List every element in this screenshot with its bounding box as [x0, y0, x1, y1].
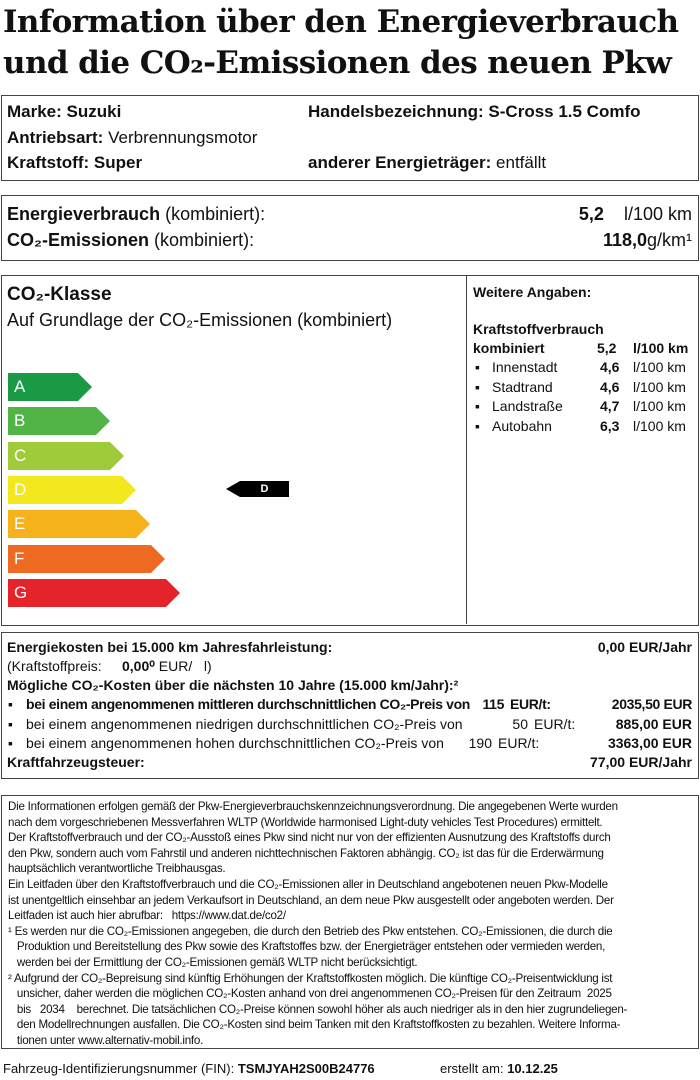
footnote-line: ist unentgeltlich einsehbar an jedem Ver… [8, 893, 614, 907]
bullet-icon: ▪ [8, 696, 13, 712]
fuel-price: 0,00⁰ [122, 658, 155, 674]
footnote-line: Die Informationen erfolgen gemäß der Pkw… [8, 800, 618, 813]
class-bar-c: C [8, 441, 124, 470]
co2-class-box: CO₂-Klasse Auf Grundlage der CO₂-Emissio… [1, 275, 699, 626]
co2-cost-scenario: ▪ bei einem angenommenen mittleren durchs… [8, 696, 692, 712]
co2-cost-scenario: ▪ bei einem angenommenen hohen durchschni… [8, 735, 692, 751]
energy-value: 5,2 [578, 204, 604, 224]
bullet-icon: ▪ [8, 715, 13, 732]
footnote-line: Produktion und Bereitstellung des Pkw so… [8, 940, 606, 954]
footnote-line: nach dem vorgeschriebenen Messverfahren … [8, 815, 603, 829]
fuel: Super [93, 153, 143, 172]
class-bar-e: E [8, 510, 150, 539]
class-bar-d: D [8, 475, 136, 504]
created-date: 10.12.25 [507, 1061, 558, 1076]
fin: TSMJYAH2S00B24776 [237, 1061, 375, 1076]
footnotes-box: Die Informationen erfolgen gemäß der Pkw… [1, 795, 699, 1049]
footer: Fahrzeug-Identifizierungsnummer (FIN): T… [3, 1061, 375, 1076]
footnote-line: den Pkw, sondern auch vom Fahrstil und a… [8, 846, 604, 860]
footnote-line: bis 2034 berechnet. Die tatsächlichen CO… [8, 1002, 628, 1016]
bullet-icon: ▪ [475, 378, 480, 395]
class-bar-g: G [8, 578, 180, 607]
class-bar-f: F [8, 544, 165, 573]
co2-value: 118,0 [602, 230, 647, 250]
bullet-icon: ▪ [475, 417, 480, 434]
footnote-line: Der Kraftstoffverbrauch und der CO₂-Auss… [8, 831, 611, 845]
class-bar-b: B [8, 407, 110, 436]
footnote-line: ² Aufgrund der CO₂-Bepreisung sind künft… [8, 971, 613, 985]
current-class-arrow: D [226, 481, 289, 497]
footnote-line: tionen unter www.alternativ-mobil.info. [8, 1034, 204, 1047]
consumption-box: Energieverbrauch (kombiniert): 5,2 l/100… [1, 195, 699, 261]
more-info-panel: Weitere Angaben: Kraftstoffverbrauch kom… [466, 276, 699, 624]
footnote-line: werden bei der Ermittlung der CO₂-Emissi… [8, 956, 418, 969]
footnote-line: Ein Leitfaden über den Kraftstoffverbrau… [8, 878, 608, 891]
costs-box: Energiekosten bei 15.000 km Jahresfahrle… [1, 632, 699, 779]
footnote-line: den Modellrechnungen ausfallen. Die CO₂-… [8, 1018, 621, 1032]
vehicle-box: Marke: Suzuki Handelsbezeichnung: S-Cros… [1, 95, 699, 181]
footnote-line: unsicher, daher werden die möglichen CO₂… [8, 987, 612, 1001]
co2-cost-scenario: ▪ bei einem angenommenen niedrigen durchs… [8, 715, 692, 732]
bullet-icon: ▪ [8, 735, 13, 751]
class-bar-a: A [8, 373, 92, 401]
trade-name: S-Cross 1.5 Comfo [488, 102, 641, 121]
energy-cost: 0,00 EUR/Jahr [597, 639, 692, 655]
footnote-line: hauptsächlich verantwortliche Treibhausg… [8, 862, 226, 876]
page-title: Information über den Energieverbrauch un… [3, 4, 679, 81]
footnote-line: ¹ Es werden nur die CO₂-Emissionen angeg… [8, 924, 613, 938]
vehicle-tax: 77,00 EUR/Jahr [590, 754, 692, 770]
brand: Suzuki [66, 102, 122, 121]
bullet-icon: ▪ [475, 398, 480, 414]
bullet-icon: ▪ [475, 359, 480, 375]
other-energy: entfällt [496, 153, 547, 172]
drive-type: Verbrennungsmotor [108, 128, 258, 147]
footnote-line: Leitfaden ist auch hier abrufbar: https:… [8, 909, 286, 923]
